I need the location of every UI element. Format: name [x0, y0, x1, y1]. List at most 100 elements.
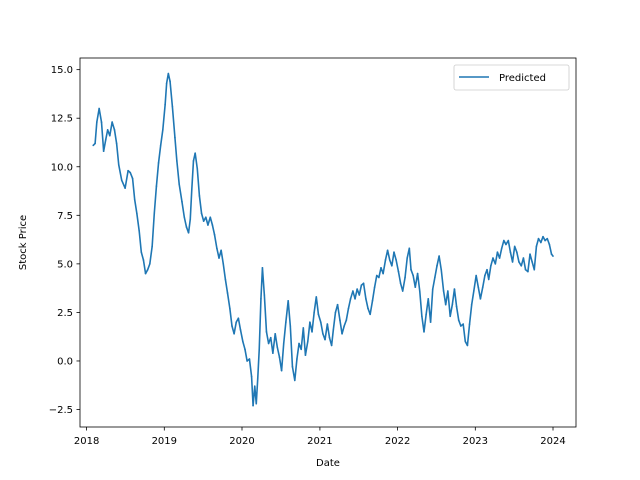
data-point: [235, 321, 238, 323]
data-point: [293, 379, 296, 382]
data-point: [371, 299, 374, 302]
data-point: [244, 348, 246, 351]
x-tick-label: 2022: [385, 436, 410, 447]
data-point: [267, 342, 270, 345]
data-point: [224, 278, 227, 281]
data-point: [200, 212, 203, 215]
data-point: [494, 263, 497, 265]
data-point: [479, 298, 482, 300]
data-point: [548, 243, 551, 246]
data-point: [98, 107, 100, 110]
data-point: [384, 259, 387, 261]
x-tick-label: 2020: [229, 436, 254, 447]
data-point: [229, 307, 231, 310]
data-point: [104, 138, 107, 141]
data-point: [291, 365, 294, 368]
series-line-0: [92, 72, 554, 407]
data-point: [414, 286, 417, 288]
x-tick-label: 2018: [74, 436, 99, 447]
data-point: [492, 257, 494, 259]
data-point: [360, 284, 363, 287]
data-point: [544, 239, 546, 242]
data-point: [334, 311, 337, 314]
data-point: [412, 274, 414, 277]
data-point: [260, 298, 262, 300]
y-axis-label: Stock Price: [18, 215, 29, 270]
data-point: [440, 268, 443, 271]
data-point: [106, 129, 109, 131]
data-point: [356, 288, 358, 290]
data-point: [242, 340, 244, 343]
data-point: [425, 313, 427, 316]
data-point: [464, 340, 467, 343]
data-point: [194, 152, 196, 154]
data-point: [444, 303, 447, 306]
data-point: [408, 247, 411, 250]
data-point: [311, 331, 313, 333]
data-point: [505, 243, 507, 246]
data-point: [315, 296, 318, 298]
data-point: [207, 224, 209, 226]
data-point: [149, 263, 151, 265]
data-point: [378, 276, 380, 279]
data-point: [296, 358, 298, 360]
data-point: [429, 321, 432, 323]
data-point: [490, 265, 492, 267]
data-point: [287, 299, 289, 302]
data-point: [140, 251, 143, 254]
data-point: [151, 245, 153, 248]
data-point: [391, 265, 393, 267]
data-point: [393, 251, 395, 254]
data-point: [198, 195, 201, 197]
data-point: [157, 162, 160, 164]
data-point: [265, 331, 268, 333]
data-point: [269, 336, 272, 339]
data-point: [460, 325, 462, 327]
data-point: [354, 298, 356, 300]
data-point: [261, 266, 264, 269]
data-point: [498, 257, 501, 259]
data-point: [328, 336, 331, 339]
data-point: [313, 311, 315, 314]
data-point: [183, 216, 186, 219]
data-point: [496, 251, 499, 254]
data-point: [449, 315, 451, 318]
data-point: [129, 171, 132, 174]
data-point: [358, 294, 361, 296]
data-point: [330, 344, 333, 347]
data-point: [169, 80, 171, 83]
data-point: [155, 185, 158, 187]
data-point: [92, 144, 94, 147]
data-point: [276, 346, 279, 349]
data-point: [529, 253, 531, 255]
data-point: [285, 321, 287, 323]
data-point: [144, 272, 147, 275]
data-point: [138, 230, 140, 232]
data-point: [451, 303, 454, 306]
data-point: [146, 268, 149, 271]
data-point: [369, 313, 371, 316]
data-point: [113, 129, 116, 131]
data-point: [162, 129, 164, 131]
y-axis-ticks: −2.5 0.0 2.5 5.0 7.5 10.0 12.5 15.0: [49, 65, 80, 416]
data-point: [339, 319, 341, 321]
data-point: [365, 298, 367, 300]
data-point: [189, 218, 192, 220]
data-point: [289, 325, 292, 327]
data-point: [187, 231, 190, 234]
data-point: [367, 307, 369, 310]
data-point: [421, 315, 423, 318]
data-point: [231, 325, 233, 327]
data-point: [263, 294, 266, 296]
data-point: [237, 317, 240, 320]
data-point: [470, 303, 473, 306]
data-point: [205, 216, 207, 219]
legend-label-predicted: Predicted: [499, 73, 546, 84]
data-point: [298, 342, 300, 345]
data-point: [531, 261, 533, 263]
data-point: [423, 331, 425, 333]
data-point: [473, 290, 475, 292]
x-axis-label: Date: [316, 458, 340, 469]
data-point: [404, 276, 406, 279]
